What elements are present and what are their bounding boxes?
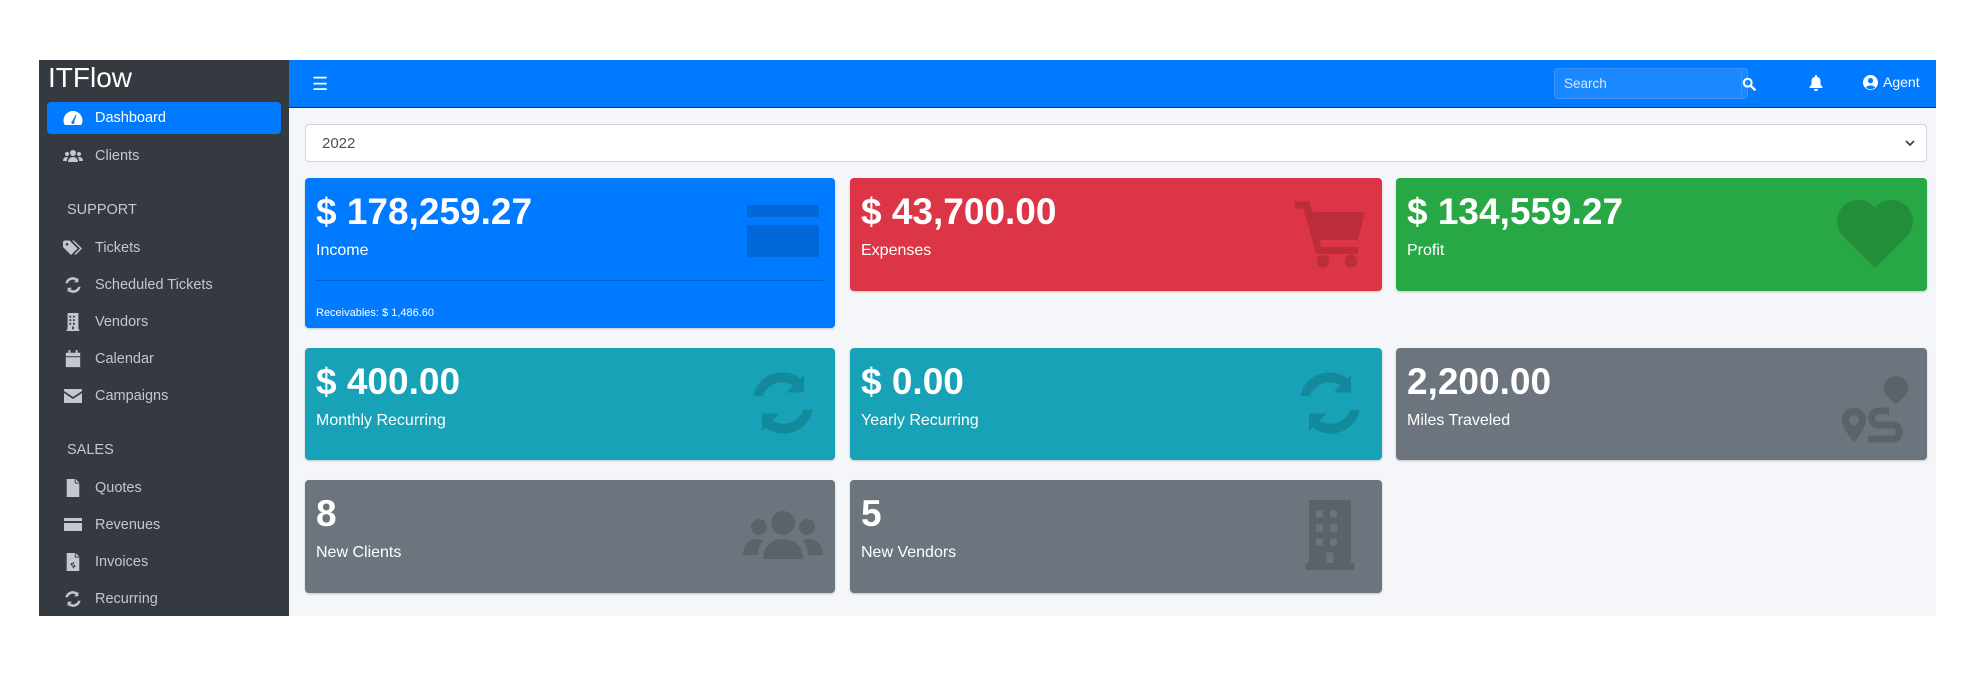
sidebar-item-label: Tickets: [95, 239, 141, 256]
card-label: Profit: [1407, 242, 1445, 259]
sidebar-header-support: SUPPORT: [67, 202, 137, 218]
sidebar-item-recurring[interactable]: Recurring: [47, 580, 281, 617]
sidebar-item-label: Vendors: [95, 313, 149, 330]
new-clients-card[interactable]: 8 New Clients: [305, 480, 835, 593]
sidebar-item-dashboard[interactable]: Dashboard: [47, 102, 281, 134]
building-icon: [1290, 500, 1370, 570]
sidebar-item-label: Quotes: [95, 479, 142, 496]
card-label: Expenses: [861, 242, 932, 259]
card-label: Miles Traveled: [1407, 412, 1511, 429]
card-label: Yearly Recurring: [861, 412, 979, 429]
envelope-icon: [61, 387, 85, 405]
income-card[interactable]: $ 178,259.27 Income Receivables: $ 1,486…: [305, 178, 835, 328]
card-label: Monthly Recurring: [316, 412, 446, 429]
search-button[interactable]: [1741, 69, 1756, 98]
card-value: $ 400.00: [316, 361, 461, 402]
expenses-card[interactable]: $ 43,700.00 Expenses: [850, 178, 1382, 291]
sidebar-item-tickets[interactable]: Tickets: [47, 229, 281, 266]
sync-icon: [1290, 368, 1370, 438]
file-invoice-dollar-icon: [61, 553, 85, 571]
dashboard-icon: [61, 109, 85, 127]
user-circle-icon: [1863, 74, 1878, 90]
sync-icon: [61, 276, 85, 294]
sidebar-item-scheduled-tickets[interactable]: Scheduled Tickets: [47, 266, 281, 303]
sidebar-item-label: Invoices: [95, 553, 149, 570]
sidebar-item-clients[interactable]: Clients: [47, 137, 281, 174]
sidebar-item-calendar[interactable]: Calendar: [47, 340, 281, 377]
user-name: Agent: [1883, 74, 1920, 90]
sidebar-item-label: Recurring: [95, 590, 158, 607]
notifications-bell-icon[interactable]: [1809, 75, 1823, 96]
sidebar-item-invoices[interactable]: Invoices: [47, 543, 281, 580]
top-navbar: ☰ Agent: [289, 60, 1936, 108]
sidebar-item-vendors[interactable]: Vendors: [47, 303, 281, 340]
miles-traveled-card[interactable]: 2,200.00 Miles Traveled: [1396, 348, 1927, 460]
sidebar-item-label: Dashboard: [95, 110, 166, 126]
users-icon: [61, 147, 85, 165]
brand-logo[interactable]: ITFlow: [48, 62, 132, 93]
search-icon: [1742, 77, 1756, 91]
card-value: 5: [861, 493, 882, 534]
credit-card-icon: [743, 198, 823, 268]
search-input[interactable]: [1555, 69, 1741, 98]
card-label: New Vendors: [861, 544, 957, 561]
receivables-text: Receivables: $ 1,486.60: [316, 307, 435, 319]
users-icon: [743, 500, 823, 570]
sync-icon: [61, 590, 85, 608]
tags-icon: [61, 239, 85, 257]
sidebar-item-label: Revenues: [95, 516, 161, 533]
card-value: $ 178,259.27: [316, 191, 533, 232]
sidebar-item-label: Campaigns: [95, 387, 169, 404]
card-value: $ 134,559.27: [1407, 191, 1624, 232]
card-value: $ 0.00: [861, 361, 964, 402]
year-select[interactable]: 2022: [305, 124, 1927, 162]
new-vendors-card[interactable]: 5 New Vendors: [850, 480, 1382, 593]
sidebar-item-campaigns[interactable]: Campaigns: [47, 377, 281, 414]
profit-card[interactable]: $ 134,559.27 Profit: [1396, 178, 1927, 291]
card-value: 2,200.00: [1407, 361, 1552, 402]
card-label: Income: [316, 242, 369, 259]
shopping-cart-icon: [1290, 198, 1370, 268]
sidebar-item-label: Calendar: [95, 350, 154, 367]
monthly-recurring-card[interactable]: $ 400.00 Monthly Recurring: [305, 348, 835, 460]
user-menu[interactable]: Agent: [1863, 74, 1920, 90]
sidebar-item-revenues[interactable]: Revenues: [47, 506, 281, 543]
sidebar-header-sales: SALES: [67, 442, 114, 458]
card-value: $ 43,700.00: [861, 191, 1057, 232]
file-icon: [61, 479, 85, 497]
sidebar: ITFlow Dashboard Clients SUPPORT Tickets…: [39, 60, 289, 616]
year-select-value: 2022: [322, 134, 356, 152]
main-content: 2022 $ 178,259.27 Income Receivables: $ …: [289, 108, 1936, 616]
search-form: [1554, 68, 1756, 99]
chevron-down-icon: [1905, 140, 1915, 147]
card-value: 8: [316, 493, 337, 534]
yearly-recurring-card[interactable]: $ 0.00 Yearly Recurring: [850, 348, 1382, 460]
credit-card-icon: [61, 516, 85, 534]
sync-icon: [743, 368, 823, 438]
sidebar-item-label: Scheduled Tickets: [95, 276, 213, 293]
card-divider: [316, 280, 825, 281]
route-icon: [1835, 376, 1915, 446]
heart-icon: [1835, 198, 1915, 268]
card-label: New Clients: [316, 544, 402, 561]
sidebar-item-label: Clients: [95, 147, 140, 164]
building-icon: [61, 313, 85, 331]
menu-toggle-icon[interactable]: ☰: [312, 74, 329, 94]
sidebar-item-quotes[interactable]: Quotes: [47, 469, 281, 506]
calendar-icon: [61, 350, 85, 368]
